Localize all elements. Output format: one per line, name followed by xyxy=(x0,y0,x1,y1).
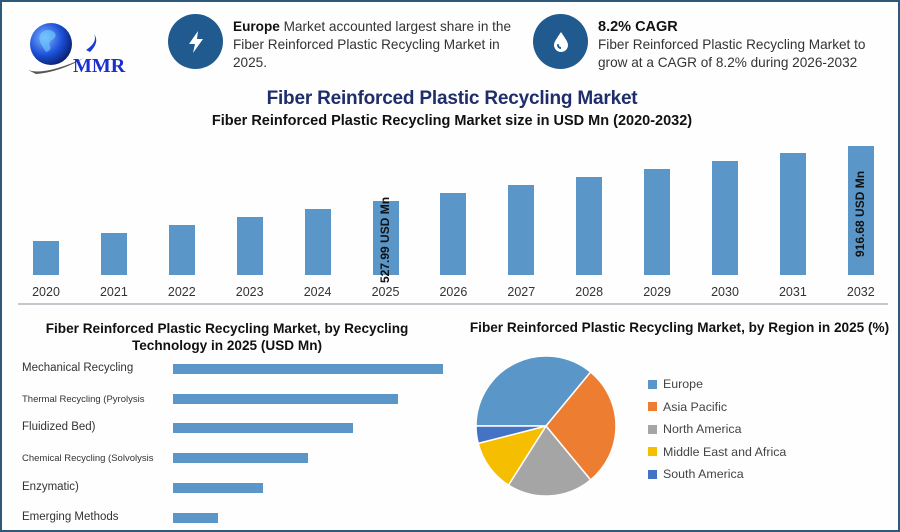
column-bar-2027 xyxy=(508,185,535,275)
x-tick-label: 2020 xyxy=(32,285,60,299)
info-text-europe: Europe Market accounted largest share in… xyxy=(233,19,512,70)
info-text-cagr: 8.2% CAGR Fiber Reinforced Plastic Recyc… xyxy=(598,18,883,72)
column-bar-2023 xyxy=(236,217,263,275)
bar xyxy=(173,364,443,374)
column-bar-2030 xyxy=(712,161,738,275)
legend-item: Asia Pacific xyxy=(648,396,786,419)
region-pie-chart xyxy=(475,355,617,497)
technology-bar-chart-title: Fiber Reinforced Plastic Recycling Marke… xyxy=(45,321,409,353)
legend-item: North America xyxy=(648,418,786,441)
bar xyxy=(173,512,218,523)
pie-legend: Europe Asia Pacific North America Middle Ea… xyxy=(648,373,786,486)
bar-row: Enzymatic) xyxy=(22,481,452,497)
legend-label: Europe xyxy=(663,377,703,392)
column-chart-title: Fiber Reinforced Plastic Recycling Marke… xyxy=(211,113,693,129)
x-tick-label: 2022 xyxy=(167,285,196,299)
x-tick-label: 2029 xyxy=(643,285,671,299)
x-tick-label: 2026 xyxy=(439,285,468,299)
legend-label: South America xyxy=(663,467,744,482)
value-annotation-2032: 916.68 USD Mn xyxy=(852,170,867,257)
legend-label: Asia Pacific xyxy=(663,399,728,414)
bar-label: Thermal Recycling (Pyrolysis xyxy=(22,393,145,405)
pie-slice-asia-pacific xyxy=(545,371,617,481)
pie-slice-south-america xyxy=(475,425,547,445)
bar-row: Emerging Methods xyxy=(22,511,452,527)
column-bar-2032 xyxy=(847,146,874,275)
x-tick-label: 2028 xyxy=(575,285,604,299)
column-bar-2025 xyxy=(372,201,399,275)
x-tick-label: 2024 xyxy=(303,285,332,299)
pie-slice-north-america xyxy=(507,424,592,497)
bar xyxy=(173,482,263,493)
bar-label: Fluidized Bed) xyxy=(22,421,96,434)
water-drop-icon xyxy=(533,14,588,69)
bar-label: Enzymatic) xyxy=(22,480,79,493)
column-bar-2031 xyxy=(779,153,806,275)
info-card-cagr: 8.2% CAGR Fiber Reinforced Plastic Recyc… xyxy=(533,14,883,72)
info-card-europe: Europe Market accounted largest share in… xyxy=(168,14,528,72)
legend-label: Middle East and Africa xyxy=(663,444,787,459)
column-bar-2026 xyxy=(440,193,467,275)
column-bar-2029 xyxy=(644,169,671,275)
bar-label: Mechanical Recycling xyxy=(22,362,134,374)
legend-swatch xyxy=(648,379,657,389)
column-bar-2022 xyxy=(168,225,195,275)
legend-label: North America xyxy=(663,422,742,437)
svg-text:MMR: MMR xyxy=(73,55,126,77)
x-tick-label: 2030 xyxy=(711,285,739,299)
pie-slice-europe xyxy=(475,355,592,427)
market-size-column-chart: 2020 2021 2022 2023 2024 2025 527.99 USD Mn 202… xyxy=(18,137,888,305)
column-bar-2021 xyxy=(100,233,127,275)
legend-item: Europe xyxy=(648,373,786,396)
x-axis-line xyxy=(18,303,888,305)
mmr-logo: MMR xyxy=(24,20,144,82)
bar-label: Chemical Recycling (Solvolysis xyxy=(22,453,154,465)
legend-item: South America xyxy=(648,463,786,486)
column-bar-2024 xyxy=(304,209,331,275)
legend-swatch xyxy=(648,469,657,479)
bar xyxy=(173,453,308,464)
column-bar-2020 xyxy=(33,241,59,275)
page-title: Fiber Reinforced Plastic Recycling Marke… xyxy=(266,88,638,109)
x-tick-label: 2031 xyxy=(778,285,807,299)
bar xyxy=(173,423,353,434)
bar-row: Fluidized Bed) xyxy=(22,421,452,437)
legend-swatch xyxy=(648,447,657,457)
bar-row: Mechanical Recycling xyxy=(22,362,452,378)
bar xyxy=(173,393,398,404)
globe-icon: MMR xyxy=(28,23,126,77)
value-annotation-2025: 527.99 USD Mn xyxy=(377,196,392,283)
column-bar-2028 xyxy=(576,177,603,275)
bar-label: Emerging Methods xyxy=(22,510,119,523)
legend-item: Middle East and Africa xyxy=(648,441,786,464)
x-tick-label: 2027 xyxy=(507,285,536,299)
x-tick-label: 2021 xyxy=(99,285,128,299)
x-tick-label: 2032 xyxy=(846,285,875,299)
region-pie-chart-title: Fiber Reinforced Plastic Recycling Marke… xyxy=(469,320,890,335)
legend-swatch xyxy=(648,402,657,412)
bar-row: Chemical Recycling (Solvolysis xyxy=(22,451,452,467)
x-tick-label: 2023 xyxy=(235,285,264,299)
x-tick-label: 2025 xyxy=(371,285,400,299)
lightning-bolt-icon xyxy=(168,14,223,69)
legend-swatch xyxy=(648,424,657,434)
cagr-heading: 8.2% CAGR xyxy=(598,19,678,35)
bar-row: Thermal Recycling (Pyrolysis xyxy=(22,392,452,408)
